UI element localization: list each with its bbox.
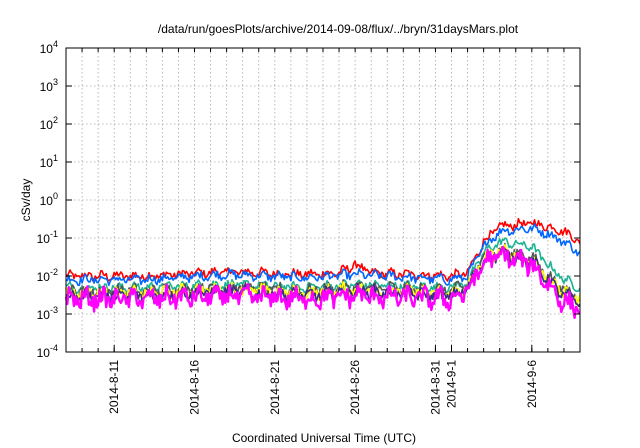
y-tick-label: 100 bbox=[40, 191, 58, 208]
x-tick-label: 2014-8-16 bbox=[188, 360, 202, 415]
plot-series bbox=[64, 217, 581, 319]
y-tick-label: 10-4 bbox=[37, 343, 58, 360]
y-tick-label: 102 bbox=[40, 115, 58, 132]
axes: 10-4 10-3 10-2 10-1 100 101 102 103 104 2014-8-11… bbox=[37, 39, 581, 415]
y-axis-label: cSv/day bbox=[19, 179, 33, 222]
y-tick-label: 10-3 bbox=[37, 305, 58, 322]
x-tick-label: 2014-8-31 bbox=[428, 360, 442, 415]
chart-title: /data/run/goesPlots/archive/2014-09-08/f… bbox=[158, 22, 519, 36]
x-tick-label: 2014-8-26 bbox=[348, 360, 362, 415]
series-line bbox=[65, 223, 581, 287]
x-tick-label: 2014-8-21 bbox=[268, 360, 282, 415]
y-tick-label: 103 bbox=[40, 77, 58, 94]
x-axis-label: Coordinated Universal Time (UTC) bbox=[232, 431, 416, 445]
x-tick-label: 2014-8-11 bbox=[107, 360, 121, 414]
x-tick-label: 2014-9-6 bbox=[525, 360, 539, 408]
series-line bbox=[65, 217, 581, 282]
y-tick-label: 101 bbox=[40, 153, 58, 170]
series-line bbox=[64, 245, 581, 319]
y-tick-label: 10-2 bbox=[37, 267, 58, 284]
y-tick-label: 104 bbox=[40, 39, 58, 56]
plot-frame bbox=[65, 47, 581, 353]
x-tick-label: 2014-9-1 bbox=[445, 360, 459, 408]
y-tick-label: 10-1 bbox=[37, 229, 58, 246]
series-line bbox=[65, 237, 581, 295]
